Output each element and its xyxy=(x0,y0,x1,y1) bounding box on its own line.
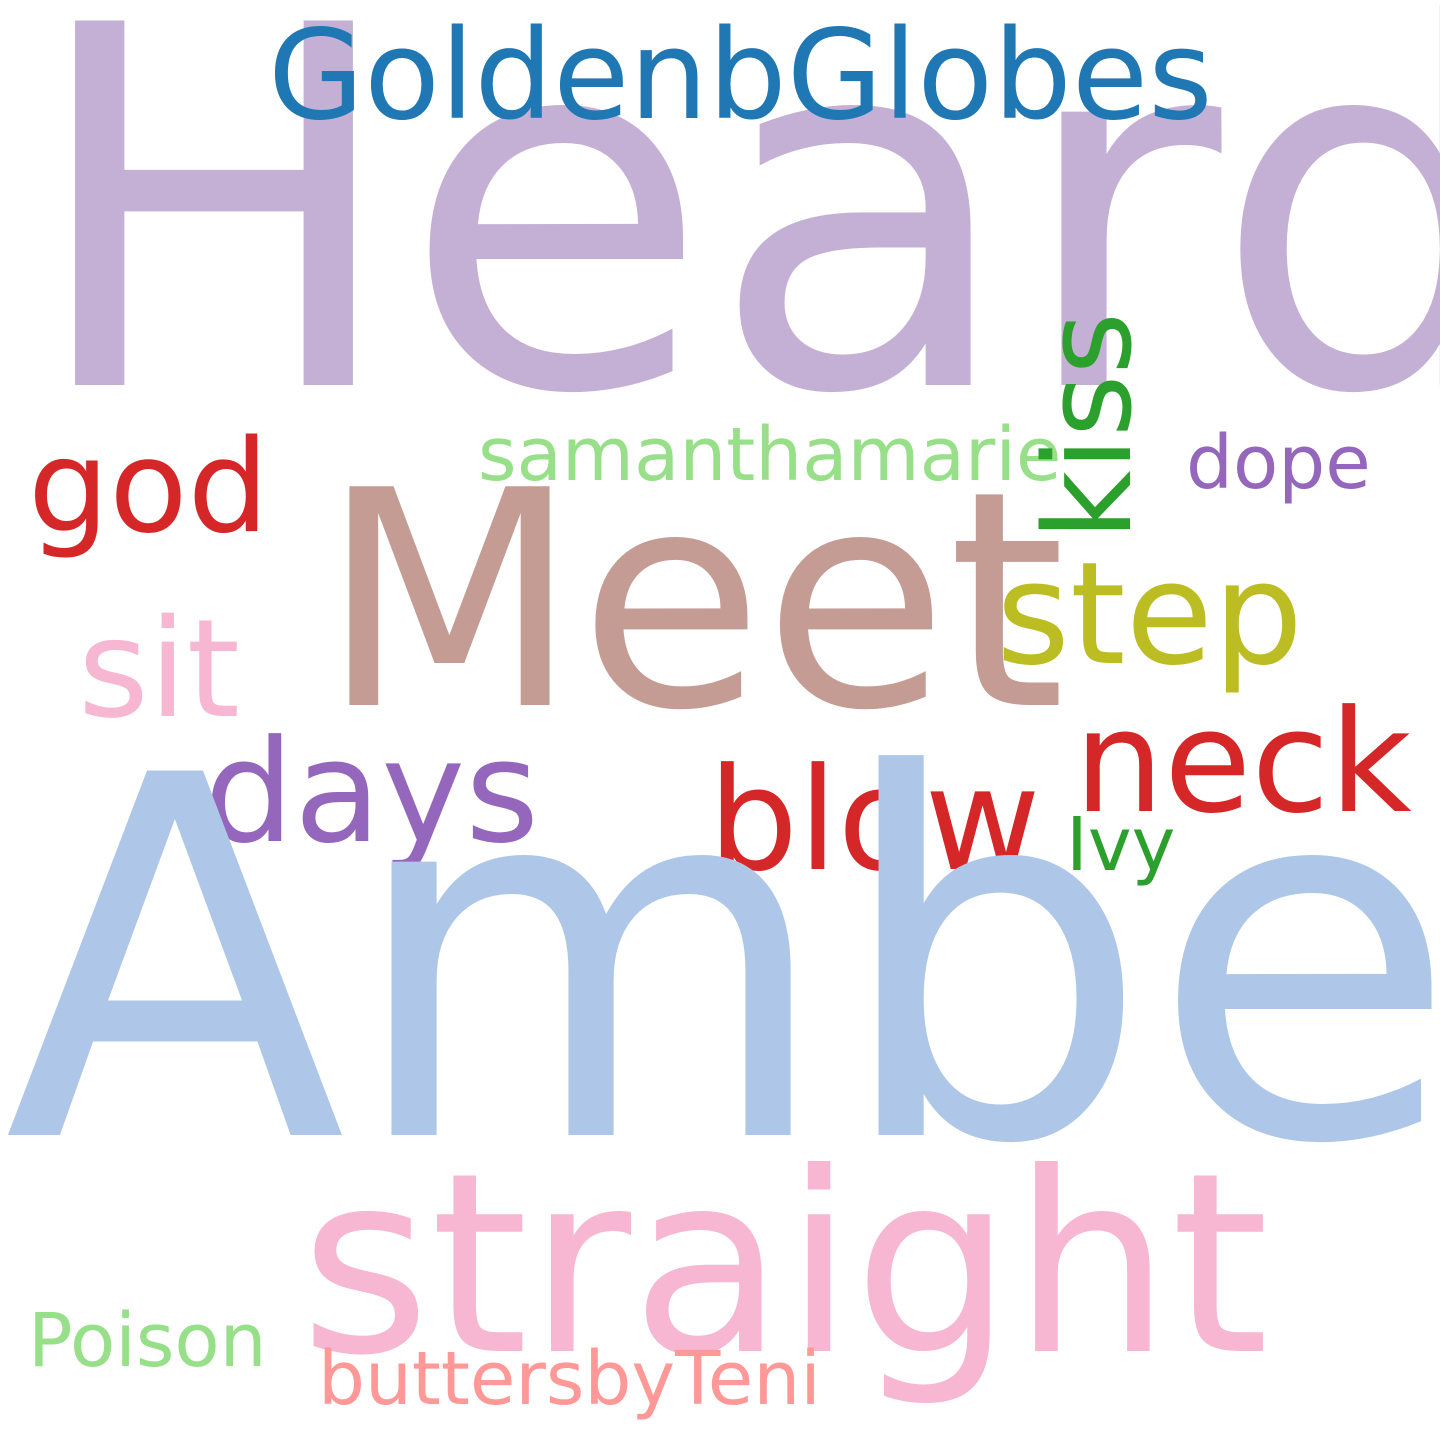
word-straight: straight xyxy=(300,1119,1269,1410)
word-blow: blow xyxy=(708,738,1041,903)
word-poison: Poison xyxy=(28,1298,267,1384)
word-step: step xyxy=(996,532,1304,697)
word-amber: Amber xyxy=(4,671,1440,1253)
word-god: god xyxy=(28,413,269,562)
word-samanthamarie: samanthamarie xyxy=(478,412,1062,498)
word-days: days xyxy=(204,710,540,875)
word-neck: neck xyxy=(1074,680,1412,845)
word-heard: Heard xyxy=(26,0,1440,503)
word-sit: sit xyxy=(78,591,240,749)
word-ivy: Ivy xyxy=(1066,802,1176,888)
word-goldenbglobes: GoldenbGlobes xyxy=(268,4,1213,148)
word-dope: dope xyxy=(1186,420,1371,506)
word-meet: Meet xyxy=(320,427,1066,776)
word-buttersbyteni: buttersbyTeni xyxy=(318,1336,821,1422)
